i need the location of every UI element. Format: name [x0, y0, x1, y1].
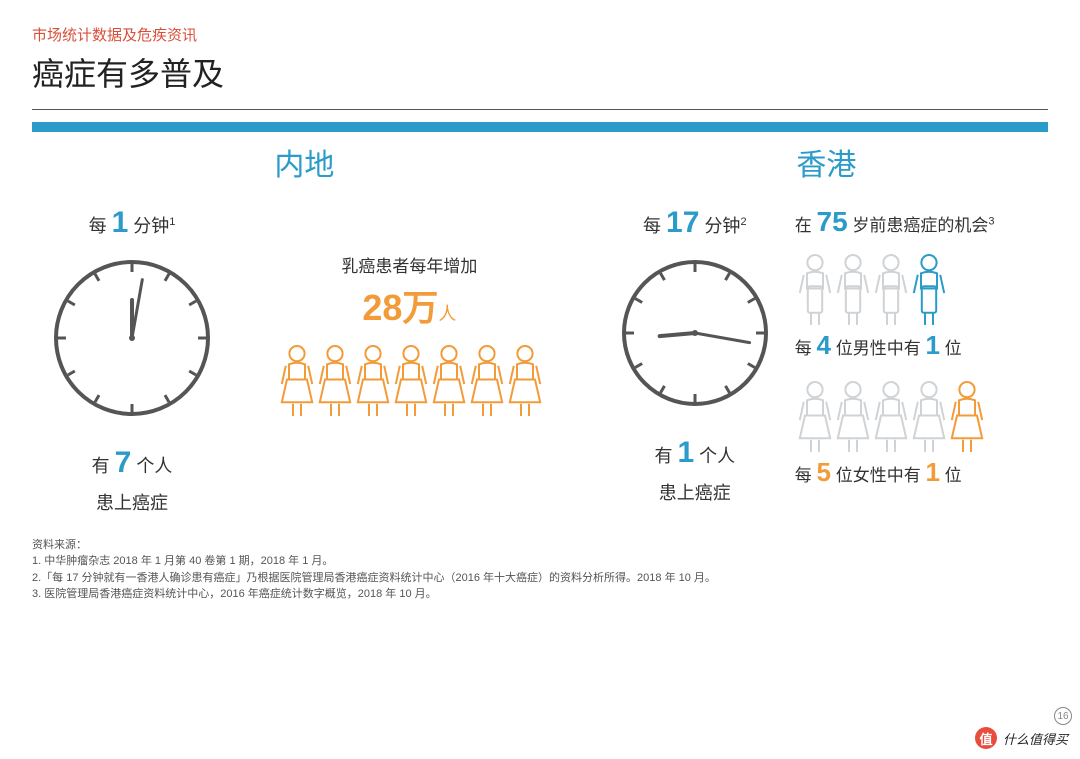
page-subtitle: 市场统计数据及危疾资讯	[32, 24, 1048, 45]
female-ratio-label: 每 5 位女性中有 1 位	[795, 457, 1048, 488]
sources-block: 资料来源：1. 中华肿瘤杂志 2018 年 1 月第 40 卷第 1 期，201…	[32, 537, 1048, 603]
watermark-text: 什么值得买	[1003, 729, 1068, 748]
male-icon-row	[795, 252, 1048, 324]
man-icon	[795, 252, 831, 324]
mainland-clock-icon	[32, 258, 232, 423]
hk-minute-stat: 每 17 分钟2	[605, 206, 785, 240]
hk-chance-stat: 在 75 岁前患癌症的机会3	[795, 206, 1048, 238]
mainland-section: 内地 每 1 分钟1 有 7 个人 患上癌症	[32, 140, 591, 519]
man-icon	[909, 252, 945, 324]
man-icon	[833, 252, 869, 324]
woman-icon	[909, 379, 945, 451]
hk-people-stat: 有 1 个人 患上癌症	[605, 427, 785, 509]
sources-heading: 资料来源：	[32, 537, 1048, 554]
hk-heading: 香港	[605, 140, 1048, 184]
woman-icon	[315, 343, 351, 415]
woman-icon	[467, 343, 503, 415]
page-number: 16	[1054, 707, 1072, 725]
female-icon-row	[795, 379, 1048, 451]
source-item: 3. 医院管理局香港癌症资料统计中心，2016 年癌症统计数字概览，2018 年…	[32, 586, 1048, 603]
source-item: 1. 中华肿瘤杂志 2018 年 1 月第 40 卷第 1 期，2018 年 1…	[32, 553, 1048, 570]
page-title: 癌症有多普及	[32, 49, 1048, 95]
woman-icon	[391, 343, 427, 415]
male-ratio-label: 每 4 位男性中有 1 位	[795, 330, 1048, 361]
woman-icon	[795, 379, 831, 451]
woman-icon	[277, 343, 313, 415]
women-icon-row	[242, 343, 577, 415]
source-item: 2.「每 17 分钟就有一香港人确诊患有癌症」乃根据医院管理局香港癌症资料统计中…	[32, 570, 1048, 587]
mainland-people-stat: 有 7 个人 患上癌症	[32, 437, 232, 519]
mainland-heading: 内地	[32, 140, 577, 184]
woman-icon	[505, 343, 541, 415]
hk-clock-icon	[605, 258, 785, 413]
woman-icon	[429, 343, 465, 415]
divider-line	[32, 109, 1048, 110]
accent-bar	[32, 122, 1048, 132]
watermark: 值 什么值得买	[975, 727, 1068, 749]
woman-icon	[871, 379, 907, 451]
breast-cancer-title: 乳癌患者每年增加	[242, 252, 577, 277]
woman-icon	[947, 379, 983, 451]
woman-icon	[353, 343, 389, 415]
breast-cancer-value: 28万人	[242, 279, 577, 331]
woman-icon	[833, 379, 869, 451]
man-icon	[871, 252, 907, 324]
mainland-minute-stat: 每 1 分钟1	[32, 206, 232, 240]
hk-section: 香港 每 17 分钟2 有 1 个人 患上癌症	[591, 140, 1048, 519]
watermark-badge-icon: 值	[975, 727, 997, 749]
